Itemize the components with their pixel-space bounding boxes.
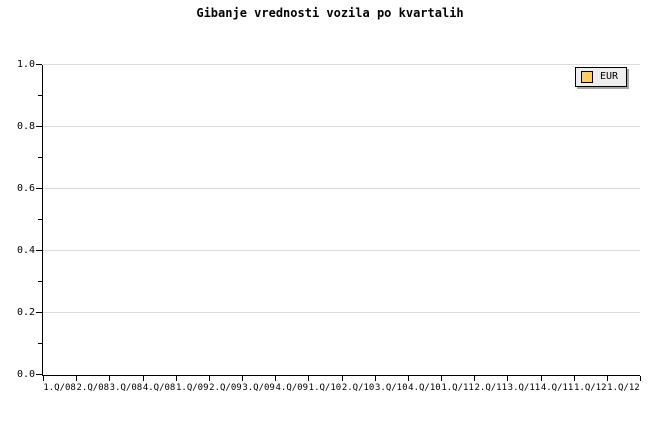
y-axis-major-tick	[36, 250, 42, 251]
x-axis-tick-label: 1.Q/12	[573, 383, 607, 393]
x-axis-tick	[76, 376, 78, 381]
gridline	[43, 64, 640, 65]
x-axis-tick	[573, 376, 575, 381]
y-axis-major-tick	[36, 64, 42, 65]
x-axis-tick-label: 1.Q/11	[441, 383, 474, 393]
x-axis-tick	[407, 376, 409, 381]
x-axis-tick	[208, 376, 210, 381]
x-axis-tick-label: 1.Q/08	[43, 383, 76, 393]
x-axis-tick	[43, 376, 44, 381]
x-axis-tick-label: 2.Q/10	[341, 383, 375, 393]
gridline	[43, 126, 640, 127]
x-axis-tick	[308, 376, 310, 381]
y-axis-minor-tick	[38, 95, 42, 96]
y-axis-tick-label: 1.0	[16, 59, 35, 70]
x-axis-tick-label: 2.Q/08	[76, 383, 110, 393]
x-axis-tick	[242, 376, 243, 381]
y-axis-tick-label: 0.4	[16, 245, 35, 256]
x-axis-tick-label: 4.Q/09	[275, 383, 309, 393]
x-axis-tick	[275, 376, 277, 381]
legend-label: EUR	[600, 71, 619, 82]
x-axis-tick	[441, 376, 442, 381]
x-axis-tick-label: 4.Q/08	[142, 383, 176, 393]
y-axis-tick-label: 0.8	[16, 121, 35, 132]
y-axis-minor-tick	[38, 157, 42, 158]
y-axis-tick-label: 0.6	[16, 183, 35, 194]
x-axis-tick-label: 1.Q/09	[175, 383, 209, 393]
y-axis-tick-label: 0.0	[16, 369, 35, 380]
x-axis-tick-label: 3.Q/11	[507, 383, 541, 393]
gridline	[43, 312, 640, 313]
x-axis-tick	[474, 376, 476, 381]
x-axis-tick	[606, 376, 608, 381]
y-axis-major-tick	[36, 126, 42, 127]
gridline	[43, 250, 640, 251]
x-axis-tick-label: 3.Q/08	[109, 383, 143, 393]
gridline	[43, 188, 640, 189]
x-axis-tick-label: 3.Q/10	[374, 383, 408, 393]
legend-swatch-icon	[581, 71, 593, 83]
x-axis-tick	[341, 376, 343, 381]
y-axis-minor-tick	[38, 281, 42, 282]
x-axis-tick	[540, 376, 542, 381]
x-axis-tick-label: 3.Q/09	[242, 383, 275, 393]
x-axis-tick	[109, 376, 111, 381]
y-axis-minor-tick	[38, 219, 42, 220]
x-axis-tick-label: 2.Q/11	[474, 383, 508, 393]
plot-area: 1.0 0.8 0.6 0.4 0.2 0.0 1.Q/08 2.Q/08 3.Q/08 4.Q/…	[17, 60, 641, 393]
y-axis-major-tick	[36, 188, 42, 189]
x-axis-tick	[142, 376, 144, 381]
x-axis-tick	[640, 376, 641, 381]
x-axis-tick	[374, 376, 376, 381]
y-axis-tick-label: 0.2	[16, 307, 35, 318]
x-axis-tick-label: 4.Q/11	[540, 383, 574, 393]
x-axis-tick-label: 1.Q/12	[607, 383, 640, 393]
y-axis-minor-tick	[38, 343, 42, 344]
y-axis-major-tick	[36, 374, 42, 375]
x-axis-tick-label: 4.Q/10	[408, 383, 441, 393]
chart-title: Gibanje vrednosti vozila po kvartalih	[196, 6, 464, 20]
x-axis-tick	[175, 376, 177, 381]
x-axis-tick	[507, 376, 509, 381]
x-axis-tick-label: 1.Q/10	[308, 383, 342, 393]
x-axis-tick-label: 2.Q/09	[209, 383, 242, 393]
legend: EUR	[575, 67, 627, 87]
y-axis-major-tick	[36, 312, 42, 313]
